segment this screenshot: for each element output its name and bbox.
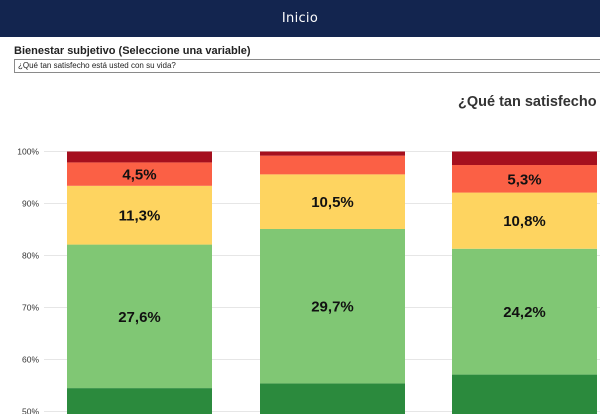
home-link[interactable]: Inicio	[281, 11, 319, 26]
bar-segment-red[interactable]	[67, 162, 212, 186]
data-label: 24,2%	[503, 304, 546, 321]
bar-segment-dark-green[interactable]	[260, 383, 405, 414]
variable-selector-label: Bienestar subjetivo (Seleccione una vari…	[14, 45, 251, 57]
data-label: 27,6%	[118, 309, 161, 326]
bar-segment-dark-red[interactable]	[67, 151, 212, 163]
chart-title: ¿Qué tan satisfecho e	[458, 94, 600, 110]
data-label: 4,5%	[122, 167, 156, 184]
bar-segment-dark-green[interactable]	[452, 374, 597, 414]
bar-segment-red[interactable]	[452, 165, 597, 193]
y-tick-label: 70%	[22, 303, 39, 313]
bar-segment-yellow[interactable]	[67, 185, 212, 245]
bar-segment-red[interactable]	[260, 155, 405, 175]
y-tick-label: 100%	[17, 147, 39, 157]
top-navigation-bar: Inicio	[0, 0, 600, 37]
data-label: 10,8%	[503, 213, 546, 230]
data-label: 29,7%	[311, 299, 354, 316]
y-tick-label: 80%	[22, 251, 39, 261]
bar-segment-light-green[interactable]	[67, 244, 212, 389]
data-label: 5,3%	[507, 171, 541, 188]
bar-segment-light-green[interactable]	[452, 248, 597, 375]
data-label: 10,5%	[311, 194, 354, 211]
data-label: 11,3%	[119, 208, 161, 225]
bar-segment-dark-red[interactable]	[260, 151, 405, 156]
bar-segment-dark-green[interactable]	[67, 388, 212, 414]
bar-segment-yellow[interactable]	[260, 174, 405, 229]
y-tick-label: 90%	[22, 199, 39, 209]
y-tick-label: 60%	[22, 355, 39, 365]
bar-segment-dark-red[interactable]	[452, 151, 597, 166]
bar-segment-yellow[interactable]	[452, 192, 597, 249]
y-tick-label: 50%	[22, 407, 39, 414]
variable-select-dropdown[interactable]: ¿Qué tan satisfecho está usted con su vi…	[14, 59, 600, 73]
bar-segment-light-green[interactable]	[260, 228, 405, 384]
